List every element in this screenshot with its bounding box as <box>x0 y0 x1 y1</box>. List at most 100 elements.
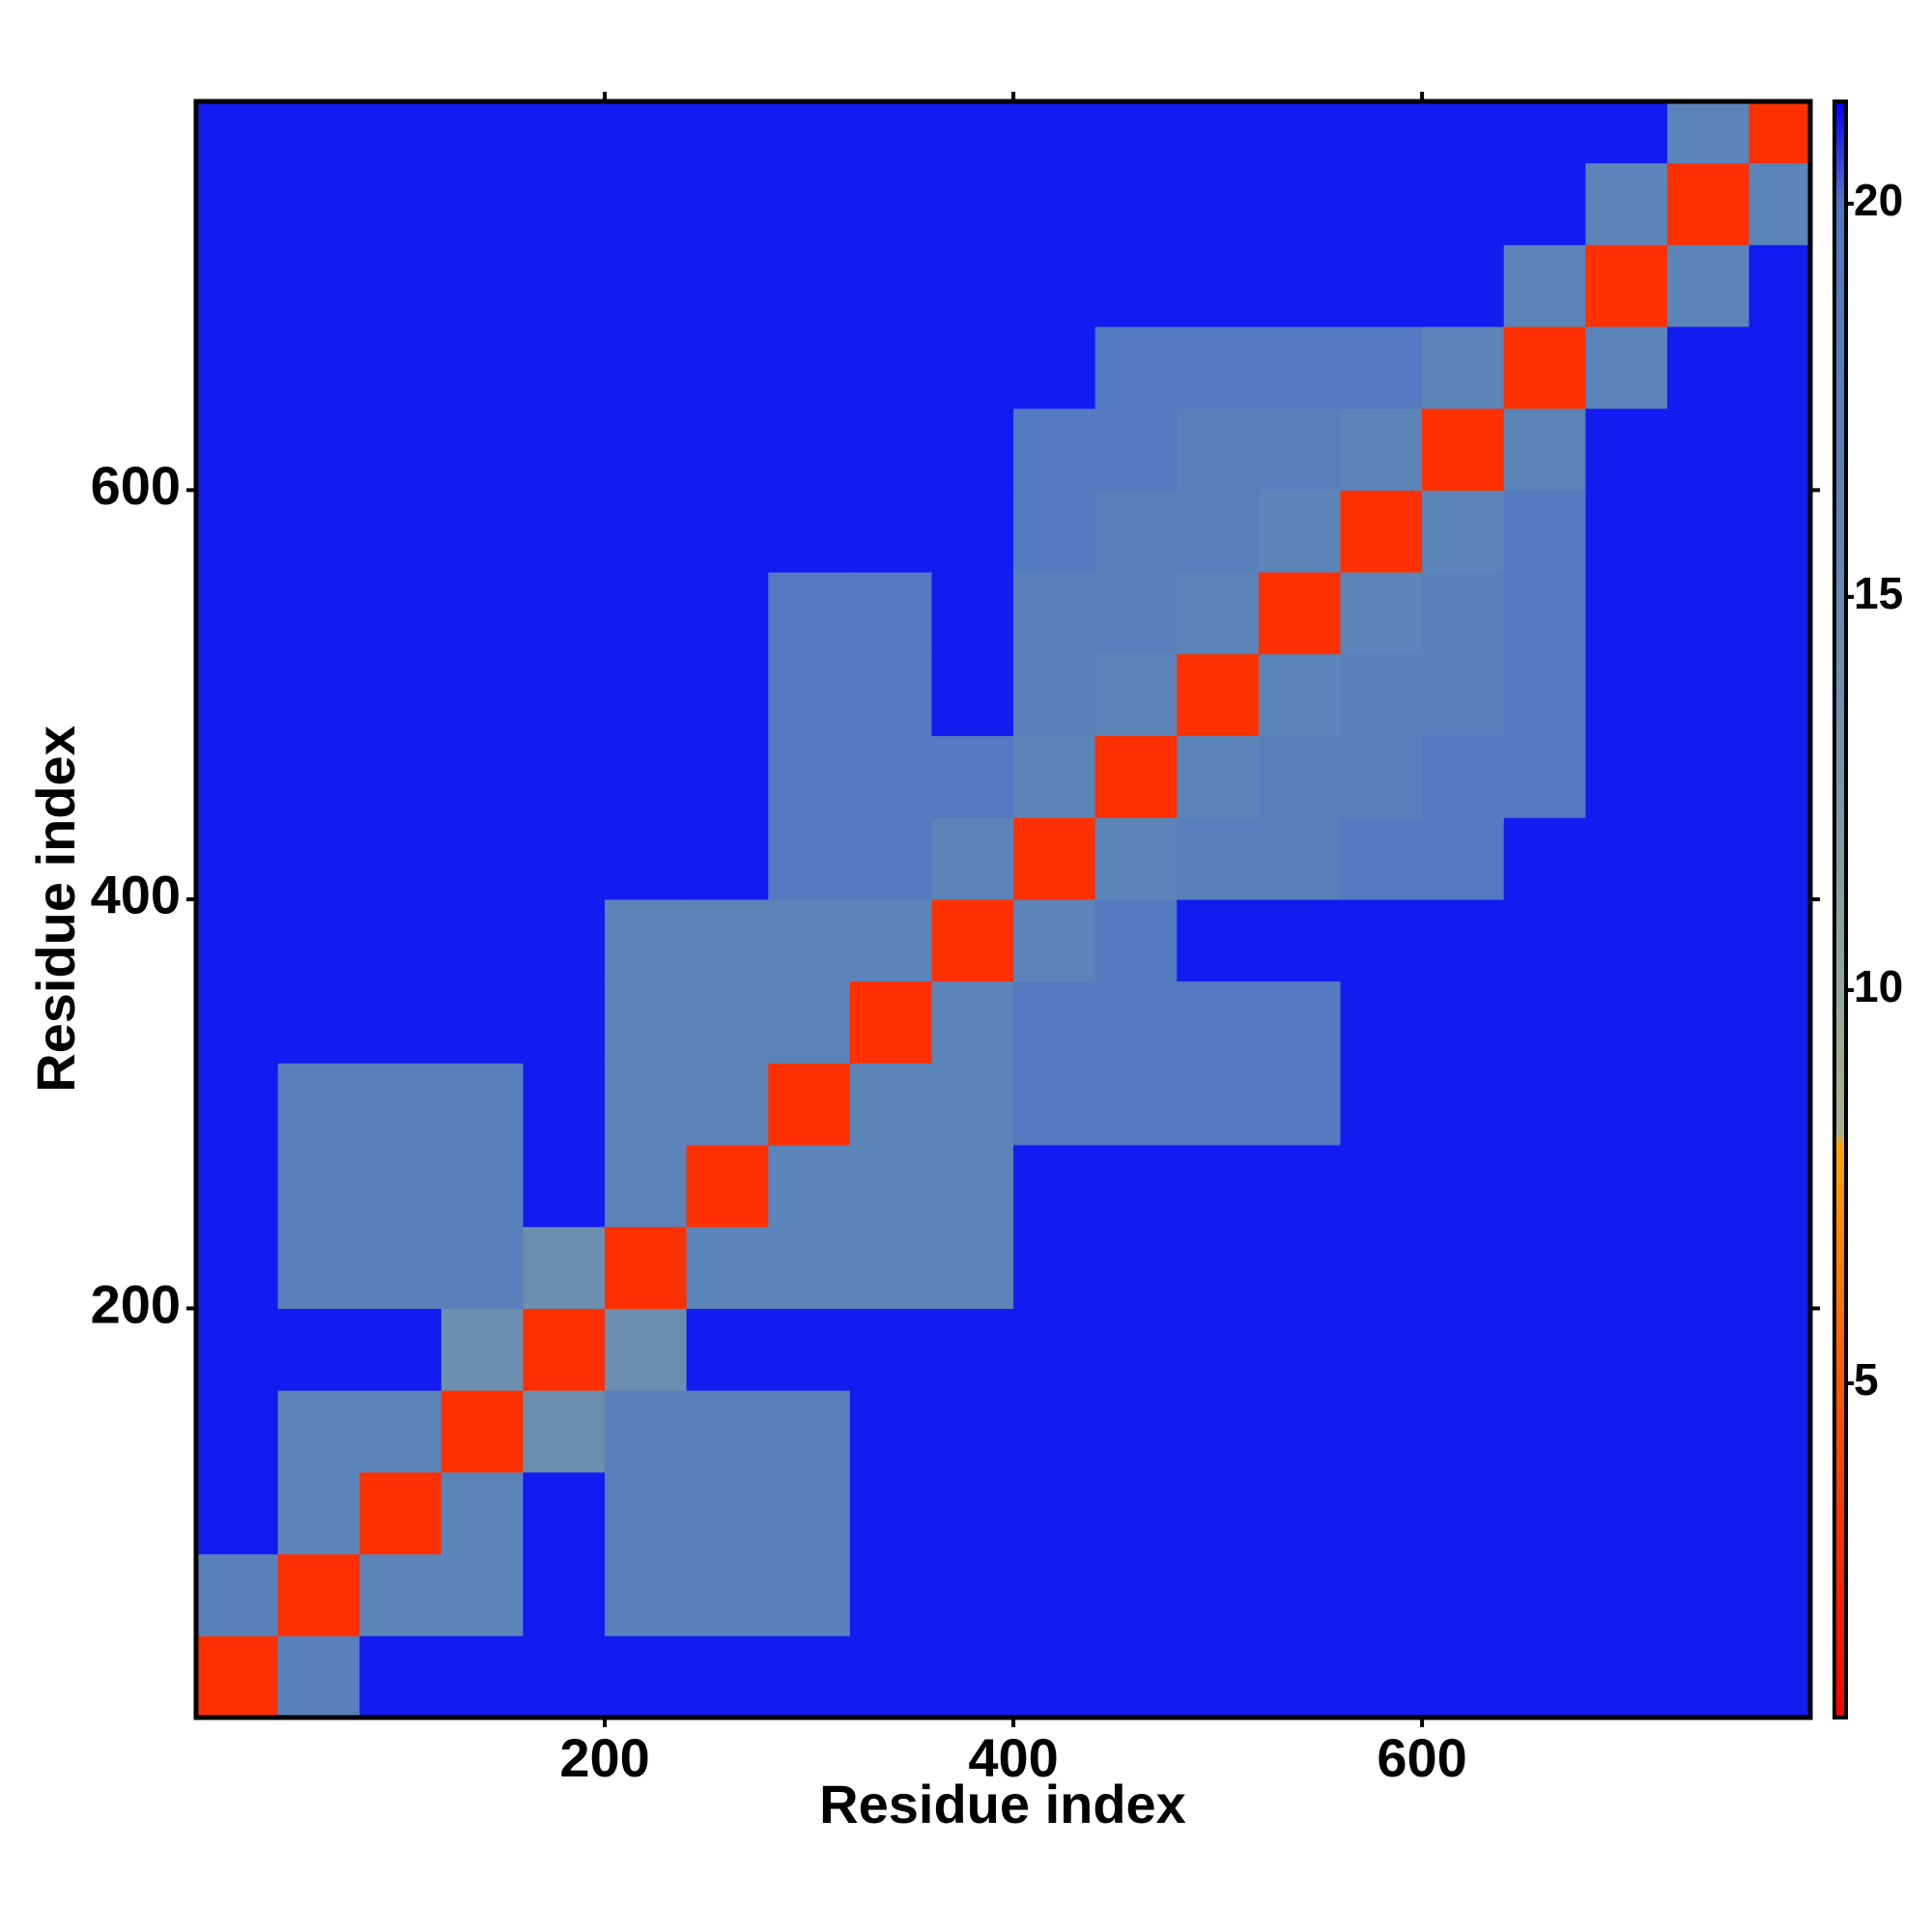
heatmap-cell <box>277 101 360 164</box>
heatmap-cell <box>440 490 524 573</box>
heatmap-cell <box>849 101 932 164</box>
heatmap-cell <box>1422 1635 1505 1719</box>
heatmap-cell <box>1094 1226 1178 1309</box>
heatmap-cell <box>1177 1145 1260 1228</box>
heatmap-cell <box>196 162 279 245</box>
heatmap-cell <box>359 490 442 573</box>
heatmap-cell <box>523 1635 606 1719</box>
heatmap-cell <box>1013 1635 1096 1719</box>
heatmap-cell <box>277 898 360 982</box>
heatmap-cell <box>196 572 279 655</box>
colorbar-tick-label: 10 <box>1854 961 1903 1011</box>
heatmap-cell <box>931 980 1014 1064</box>
heatmap-cell <box>523 1226 606 1309</box>
heatmap-cell <box>196 735 279 818</box>
colorbar <box>1833 99 1848 1719</box>
heatmap-cell <box>440 101 524 164</box>
heatmap-cell <box>1013 326 1096 410</box>
heatmap-cell <box>605 653 688 736</box>
heatmap-cell <box>523 326 606 410</box>
heatmap-cell <box>440 572 524 655</box>
heatmap-cell <box>523 244 606 327</box>
y-axis-title: Residue index <box>25 725 86 1093</box>
heatmap-cell <box>605 898 688 982</box>
heatmap-cell <box>277 653 360 736</box>
heatmap-cell <box>440 1063 524 1146</box>
heatmap-cell <box>523 101 606 164</box>
heatmap-cell <box>1094 1063 1178 1146</box>
heatmap-cell <box>686 1553 769 1636</box>
heatmap-cell <box>849 653 932 736</box>
heatmap-cell <box>849 1553 932 1636</box>
heatmap-cell <box>1748 408 1811 491</box>
x-tick-label: 200 <box>559 1727 649 1788</box>
heatmap-cell <box>1666 244 1750 327</box>
heatmap-cell <box>440 817 524 900</box>
heatmap-cell <box>686 653 769 736</box>
heatmap-cell <box>849 1471 932 1555</box>
heatmap-cell <box>1177 898 1260 982</box>
heatmap-cell <box>1666 898 1750 982</box>
heatmap-cell <box>1177 101 1260 164</box>
colorbar-tick-label: 15 <box>1854 568 1903 618</box>
heatmap-cell <box>1094 490 1178 573</box>
heatmap-cell <box>1340 490 1423 573</box>
heatmap-cell <box>849 1635 932 1719</box>
heatmap-cell <box>1177 1063 1260 1146</box>
heatmap-cell <box>523 898 606 982</box>
heatmap-cell <box>768 1471 851 1555</box>
colorbar-tick-label: 5 <box>1854 1354 1879 1405</box>
heatmap-cell <box>768 572 851 655</box>
heatmap-cell <box>1258 490 1342 573</box>
heatmap-cell <box>1422 326 1505 410</box>
y-tick-label: 200 <box>91 1273 181 1334</box>
heatmap-cell <box>440 1226 524 1309</box>
heatmap-cell <box>1503 408 1586 491</box>
heatmap-cell <box>1503 1145 1586 1228</box>
heatmap-cell <box>1748 1063 1811 1146</box>
heatmap-cell <box>1094 1471 1178 1555</box>
heatmap-cell <box>1094 1390 1178 1473</box>
heatmap-cell <box>196 1635 279 1719</box>
heatmap-cell <box>1013 980 1096 1064</box>
heatmap-cell <box>768 735 851 818</box>
heatmap-cell <box>1503 1553 1586 1636</box>
heatmap-cell <box>1585 1553 1668 1636</box>
heatmap-cell <box>931 1308 1014 1391</box>
heatmap-cell <box>686 490 769 573</box>
heatmap-cell <box>686 735 769 818</box>
heatmap-cell <box>1258 572 1342 655</box>
heatmap-cell <box>1666 1553 1750 1636</box>
heatmap-cell <box>1585 735 1668 818</box>
heatmap-cell <box>1013 1390 1096 1473</box>
heatmap-cell <box>1503 898 1586 982</box>
heatmap-cell <box>1503 572 1586 655</box>
heatmap-cell <box>359 1553 442 1636</box>
heatmap-cell <box>1748 244 1811 327</box>
heatmap-cell <box>1666 1635 1750 1719</box>
heatmap-cell <box>605 490 688 573</box>
heatmap-cell <box>849 1063 932 1146</box>
heatmap-cell <box>1666 490 1750 573</box>
heatmap-cell <box>1177 980 1260 1064</box>
heatmap-cell <box>1177 1390 1260 1473</box>
heatmap-cell <box>523 162 606 245</box>
heatmap-cell <box>359 1471 442 1555</box>
heatmap-cell <box>1748 1553 1811 1636</box>
heatmap-cell <box>523 408 606 491</box>
heatmap-cell <box>931 1390 1014 1473</box>
heatmap-cell <box>605 1063 688 1146</box>
heatmap-cell <box>1177 817 1260 900</box>
heatmap-cell <box>1503 1635 1586 1719</box>
heatmap-cell <box>1013 101 1096 164</box>
heatmap-cell <box>1422 101 1505 164</box>
heatmap-cell <box>359 1308 442 1391</box>
heatmap-cell <box>196 244 279 327</box>
heatmap-cell <box>1094 653 1178 736</box>
heatmap-cell <box>277 980 360 1064</box>
heatmap-cell <box>196 490 279 573</box>
heatmap-cell <box>686 162 769 245</box>
heatmap-cell <box>768 326 851 410</box>
heatmap-cell <box>931 1226 1014 1309</box>
